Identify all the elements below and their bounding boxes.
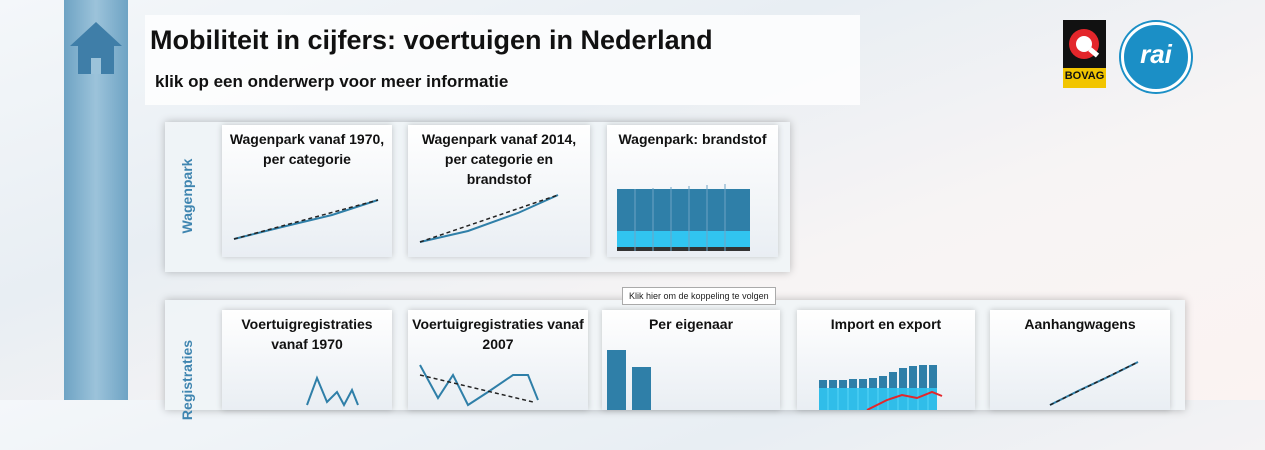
tile-title: Per eigenaar xyxy=(648,316,734,332)
subtitle: klik op een onderwerp voor meer informat… xyxy=(155,72,509,91)
bovag-text: BOVAG xyxy=(1064,70,1105,82)
section-label: Wagenpark xyxy=(179,158,195,234)
tile[interactable]: Voertuigregistraties vanaf 2007 xyxy=(408,310,588,410)
tile[interactable]: Aanhangwagens xyxy=(990,310,1170,410)
tile-title: Wagenpark vanaf 2014, per categorie en b… xyxy=(421,131,577,187)
page: Mobiliteit in cijfers: voertuigen in Ned… xyxy=(0,0,1265,420)
home-icon[interactable] xyxy=(64,0,128,80)
rai-text: rai xyxy=(1140,39,1172,69)
header: Mobiliteit in cijfers: voertuigen in Ned… xyxy=(145,15,860,105)
tile-title: Wagenpark: brandstof xyxy=(618,131,767,147)
tile[interactable]: Wagenpark vanaf 2014, per categorie en b… xyxy=(408,125,590,257)
tile-title: Import en export xyxy=(830,316,942,332)
tile[interactable]: Import en export xyxy=(797,310,975,410)
tile[interactable]: Voertuigregistraties vanaf 1970 xyxy=(222,310,392,410)
title: Mobiliteit in cijfers: voertuigen in Ned… xyxy=(150,25,713,55)
tile[interactable]: Wagenpark vanaf 1970, per categorie xyxy=(222,125,392,257)
bovag-logo[interactable]: BOVAG xyxy=(1063,20,1106,88)
tooltip: Klik hier om de koppeling te volgen xyxy=(622,287,776,305)
section-label: Registraties xyxy=(179,339,195,421)
side-strip xyxy=(64,0,128,400)
tile-title: Wagenpark vanaf 1970, per categorie xyxy=(229,131,385,167)
tile[interactable]: Per eigenaar xyxy=(602,310,780,410)
tile[interactable]: Wagenpark: brandstof xyxy=(607,125,778,257)
tile-title: Aanhangwagens xyxy=(1024,316,1136,332)
rai-logo[interactable]: rai xyxy=(1121,22,1191,92)
tile-title: Voertuigregistraties vanaf 1970 xyxy=(241,316,373,352)
tile-title: Voertuigregistraties vanaf 2007 xyxy=(412,316,584,352)
